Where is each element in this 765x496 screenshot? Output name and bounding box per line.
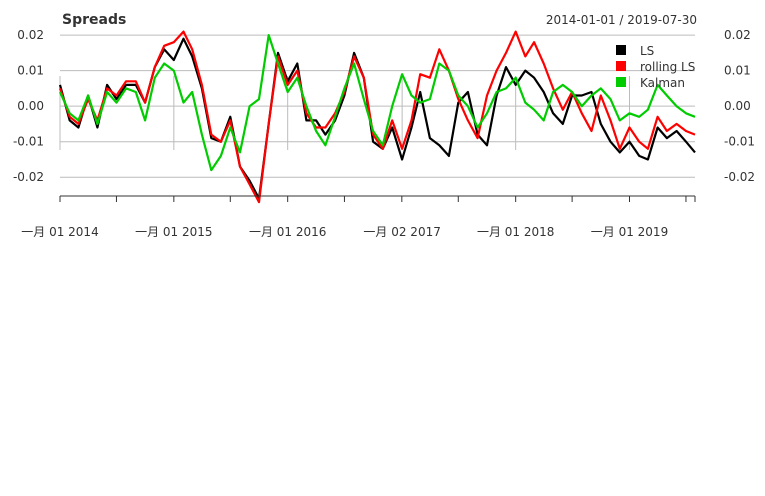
legend-label: rolling LS bbox=[640, 60, 695, 74]
y-tick-label-right: 0.01 bbox=[724, 64, 751, 78]
x-tick-label: 一月 01 2016 bbox=[249, 225, 326, 239]
chart-title: Spreads bbox=[62, 12, 126, 28]
y-tick-label-left: 0.00 bbox=[17, 99, 44, 113]
legend-swatch bbox=[616, 61, 626, 71]
x-tick-label: 一月 01 2019 bbox=[591, 225, 668, 239]
y-tick-label-right: 0.00 bbox=[724, 99, 751, 113]
x-tick-label: 一月 02 2017 bbox=[363, 225, 440, 239]
series-line-kalman bbox=[58, 34, 696, 172]
y-tick-label-right: -0.02 bbox=[724, 170, 755, 184]
legend-label: Kalman bbox=[640, 76, 685, 90]
x-tick-label: 一月 01 2015 bbox=[135, 225, 212, 239]
chart-date-range: 2014-01-01 / 2019-07-30 bbox=[546, 13, 697, 27]
series-line-ls bbox=[58, 37, 696, 200]
x-tick-label: 一月 01 2014 bbox=[21, 225, 98, 239]
y-tick-label-left: 0.01 bbox=[17, 64, 44, 78]
y-tick-label-right: -0.01 bbox=[724, 135, 755, 149]
y-axis-right: -0.02 -0.01 0.00 0.01 0.02 bbox=[724, 28, 755, 184]
x-axis: 一月 01 2014 一月 01 2015 一月 01 2016 一月 02 2017… bbox=[21, 195, 696, 239]
y-axis-left: -0.02 -0.01 0.00 0.01 0.02 bbox=[13, 28, 44, 184]
series-line-rolling-ls bbox=[58, 30, 696, 204]
grid-lines bbox=[59, 34, 695, 178]
legend: LS rolling LS Kalman bbox=[616, 44, 695, 90]
x-tick-label: 一月 01 2018 bbox=[477, 225, 554, 239]
y-tick-label-right: 0.02 bbox=[724, 28, 751, 42]
legend-swatch bbox=[616, 45, 626, 55]
y-tick-label-left: 0.02 bbox=[17, 28, 44, 42]
legend-swatch bbox=[616, 77, 626, 87]
y-tick-label-left: -0.01 bbox=[13, 135, 44, 149]
legend-label: LS bbox=[640, 44, 654, 58]
series-lines bbox=[58, 30, 696, 204]
y-tick-label-left: -0.02 bbox=[13, 170, 44, 184]
